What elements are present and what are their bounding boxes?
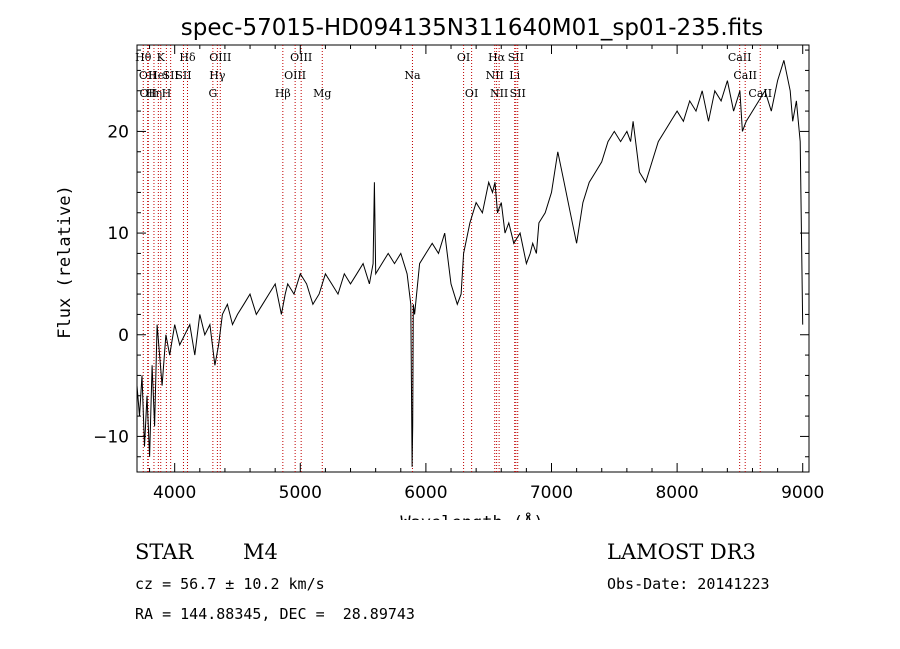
y-tick-label: −10 (93, 427, 129, 447)
y-tick-label: 0 (118, 326, 129, 346)
marker-label: OIII (290, 51, 312, 64)
y-tick-label: 10 (107, 224, 129, 244)
marker-label: OIII (209, 51, 231, 64)
plot-frame (136, 44, 810, 473)
marker-label: CaII (733, 69, 757, 82)
marker-label: SII (510, 87, 526, 100)
marker-label: Hη (146, 87, 162, 100)
coordinates: RA = 144.88345, DEC = 28.89743 (135, 605, 415, 623)
chart-title: spec-57015-HD094135N311640M01_sp01-235.f… (181, 15, 763, 41)
marker-label: G (208, 87, 217, 100)
marker-label: Na (404, 69, 421, 82)
y-axis-label: Flux (relative) (55, 185, 75, 339)
marker-label: Hδ (179, 51, 196, 64)
marker-label: OII (139, 87, 157, 100)
survey-name: LAMOST DR3 (607, 540, 756, 564)
object-class: STAR (135, 540, 194, 564)
marker-label: Hγ (209, 69, 226, 82)
marker-label: SII (175, 69, 191, 82)
velocity: cz = 56.7 ± 10.2 km/s (135, 575, 325, 593)
line-markers: HθOIIOIIHηHeIKHSIIHδSIIGHγOIIIHβOIIIOIII… (135, 45, 772, 472)
marker-label: HeI (148, 69, 168, 82)
marker-label: H (162, 87, 172, 100)
x-tick-label: 9000 (781, 483, 824, 503)
marker-label: Li (509, 69, 520, 82)
marker-label: NII (490, 87, 508, 100)
marker-label: CaII (728, 51, 752, 64)
spectrum-plot: spec-57015-HD094135N311640M01_sp01-235.f… (55, 15, 824, 520)
marker-label: Mg (313, 87, 331, 100)
marker-label: Hα (488, 51, 506, 64)
spectrum-line (136, 60, 804, 467)
x-tick-label: 6000 (404, 483, 447, 503)
marker-label: Hβ (275, 87, 291, 100)
marker-label: OI (465, 87, 478, 100)
marker-label: OII (139, 69, 157, 82)
axis-ticks: 4000 5000 6000 7000 8000 9000 −10 0 10 20 (93, 45, 824, 503)
obs-date: Obs-Date: 20141223 (607, 575, 770, 593)
marker-label: Hθ (135, 51, 152, 64)
x-tick-label: 7000 (530, 483, 573, 503)
x-tick-label: 4000 (153, 483, 196, 503)
marker-label: SII (508, 51, 524, 64)
marker-label: OIII (284, 69, 306, 82)
subclass: M4 (243, 540, 278, 564)
x-tick-label: 8000 (655, 483, 698, 503)
marker-label: NII (486, 69, 504, 82)
marker-label: K (157, 51, 166, 64)
y-tick-label: 20 (107, 122, 129, 142)
x-axis-label: Wavelength (Å) (400, 511, 543, 520)
marker-label: CaII (748, 87, 772, 100)
x-tick-label: 5000 (279, 483, 322, 503)
marker-label: SII (163, 69, 179, 82)
marker-label: OI (457, 51, 470, 64)
